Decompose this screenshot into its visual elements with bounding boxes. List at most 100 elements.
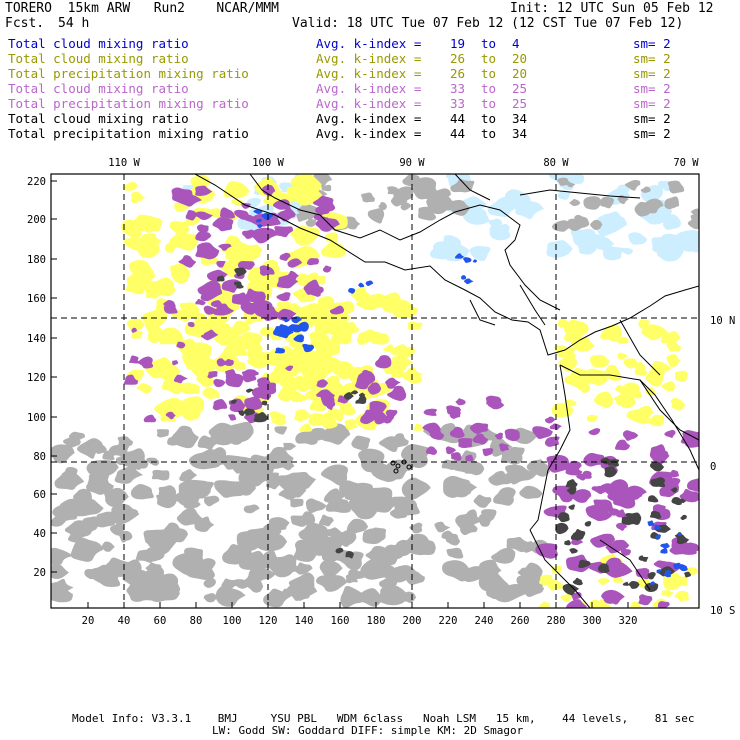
dark-convective-core [647, 571, 656, 580]
gray-cloud [115, 455, 130, 466]
yellow-cloud [309, 399, 326, 412]
yellow-cloud [160, 284, 176, 297]
yellow-cloud [590, 355, 609, 368]
purple-precip [251, 300, 273, 318]
blue-cloud [664, 569, 672, 575]
latitude-labels: 10 N 0 10 S [710, 315, 735, 617]
purple-precip [280, 208, 296, 218]
legend-kindex: Avg. k-index = [316, 66, 422, 81]
x-tick-label: 160 [331, 615, 350, 627]
legend-row: Total cloud mixing ratio Avg. k-index = 44… [8, 111, 738, 126]
coastline [599, 539, 651, 591]
legend-kindex: Avg. k-index = [316, 96, 422, 111]
gray-cloud [443, 475, 471, 498]
purple-precip [494, 432, 503, 440]
valid-time: Valid: 18 UTC Tue 07 Feb 12 (12 CST Tue … [292, 16, 684, 31]
yellow-cloud [131, 330, 143, 339]
gray-cloud [163, 522, 182, 537]
purple-precip [178, 255, 197, 268]
yellow-cloud [597, 578, 610, 585]
purple-precip [367, 382, 382, 395]
purple-precip [460, 442, 469, 448]
x-tick-label: 180 [367, 615, 386, 627]
dark-convective-core [235, 283, 245, 289]
gray-cloud [167, 436, 183, 446]
legend-kindex: Avg. k-index = [316, 51, 422, 66]
blue-cloud [653, 524, 661, 530]
purple-precip [137, 356, 154, 369]
purple-precip [329, 305, 345, 315]
legend-to: 25 [512, 81, 528, 96]
dark-convective-core [671, 496, 682, 506]
yellow-cloud [393, 299, 419, 319]
purple-precip [337, 395, 350, 404]
dark-convective-core [628, 580, 640, 589]
gray-cloud [378, 584, 408, 606]
blue-cloud [463, 278, 474, 285]
x-tick-label: 260 [511, 615, 530, 627]
latitude-label: 10 N [710, 315, 735, 327]
purple-precip [385, 377, 401, 389]
legend-from: 26 [450, 66, 466, 81]
gray-cloud [640, 186, 651, 193]
yellow-cloud [248, 244, 263, 253]
yellow-cloud [190, 174, 210, 190]
gray-cloud [504, 464, 538, 485]
legend-from: 44 [450, 111, 466, 126]
purple-precip [654, 449, 669, 459]
yellow-cloud [293, 378, 304, 387]
purple-precip [622, 430, 639, 441]
blue-cloud [472, 259, 478, 263]
x-tick-label: 320 [619, 615, 638, 627]
legend-to: 34 [512, 126, 528, 141]
yellow-cloud [312, 349, 333, 363]
yellow-cloud [551, 565, 562, 575]
gray-cloud [367, 487, 393, 503]
longitude-label: 70 W [673, 157, 699, 169]
gray-cloud [667, 180, 685, 194]
yellow-cloud [169, 221, 190, 234]
dark-convective-core [343, 392, 354, 400]
legend-to: 20 [512, 51, 528, 66]
cloud-fields-layer [51, 174, 699, 608]
coastline [519, 284, 546, 326]
model-title: TORERO 15km ARW Run2 NCAR/MMM [5, 1, 279, 16]
gray-cloud [268, 517, 290, 530]
x-tick-label: 20 [82, 615, 95, 627]
blue-cloud [282, 317, 290, 323]
light-blue-cloud [651, 234, 683, 256]
purple-precip [487, 399, 505, 410]
purple-precip [285, 365, 294, 372]
gray-cloud [296, 213, 308, 222]
gray-cloud [111, 503, 140, 525]
purple-precip [194, 211, 213, 220]
yellow-cloud [212, 323, 230, 334]
dark-convective-core [644, 582, 659, 592]
gray-cloud [210, 424, 235, 446]
dark-convective-core [638, 555, 646, 561]
gray-cloud [52, 505, 78, 523]
y-tick-label: 140 [27, 333, 46, 345]
map-frame [50, 173, 700, 609]
purple-precip [274, 226, 293, 238]
gray-cloud [290, 515, 308, 527]
y-tick-label: 100 [27, 412, 46, 424]
y-tick-label: 160 [27, 293, 46, 305]
purple-precip [165, 411, 176, 420]
yellow-cloud [298, 233, 316, 242]
forecast-hours: 54 h [58, 16, 90, 31]
gray-cloud [51, 547, 74, 566]
dark-convective-core [670, 487, 678, 493]
gray-cloud [504, 446, 525, 460]
legend-kindex: Avg. k-index = [316, 126, 422, 141]
legend-row: Total precipitation mixing ratio Avg. k-i… [8, 126, 738, 141]
purple-precip [369, 401, 387, 415]
coastline [249, 174, 561, 311]
gray-cloud [215, 585, 246, 607]
gray-cloud [566, 181, 576, 188]
gray-cloud [117, 436, 134, 448]
gray-cloud [243, 504, 260, 514]
purple-precip [465, 454, 474, 462]
dark-convective-core [649, 510, 662, 519]
dark-convective-core [597, 563, 610, 574]
